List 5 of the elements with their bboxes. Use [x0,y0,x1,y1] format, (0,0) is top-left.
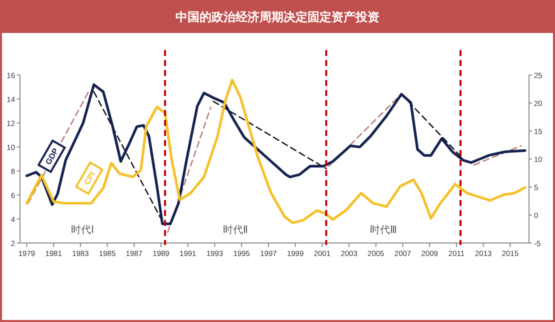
chart-title: 中国的政治经济周期决定固定资产投资 [176,10,380,24]
annotation: 时代Ⅱ [223,224,248,236]
text: CPI [82,170,97,186]
annotation: 时代Ⅰ [71,224,94,236]
annotation: 时代Ⅲ [370,224,397,236]
